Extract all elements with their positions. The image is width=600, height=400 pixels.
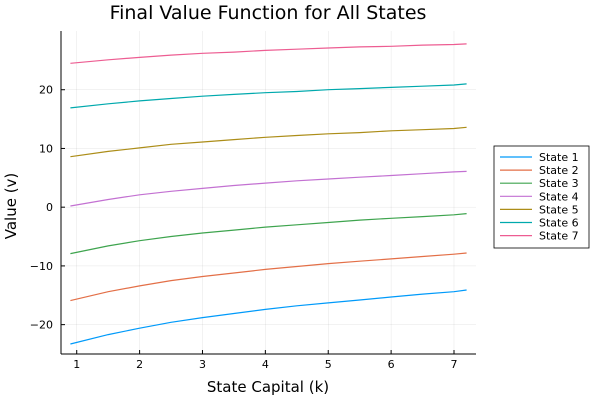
legend-label: State 4 (539, 190, 579, 203)
legend-label: State 2 (539, 164, 579, 177)
series-line-state-4 (70, 170, 467, 207)
series-line-state-2 (70, 252, 467, 302)
series-line-state-7 (70, 43, 467, 64)
x-axis-title: State Capital (k) (207, 378, 329, 396)
series-line-state-5 (70, 126, 467, 158)
legend-label: State 5 (539, 203, 579, 216)
x-tick-label: 3 (199, 358, 206, 371)
y-tick-label: 20 (39, 84, 53, 97)
legend-box (493, 145, 590, 249)
legend-label: State 6 (539, 217, 579, 230)
x-tick-label: 1 (73, 358, 80, 371)
series-line-state-1 (70, 289, 467, 345)
x-tick-label: 7 (450, 358, 457, 371)
x-tick-label: 5 (325, 358, 332, 371)
y-tick-label: 10 (39, 142, 53, 155)
y-axis-title: Value (v) (2, 173, 20, 240)
series-line-state-3 (70, 213, 467, 255)
y-tick-label: 0 (46, 201, 53, 214)
series-line-state-6 (70, 83, 467, 109)
x-tick-label: 4 (262, 358, 269, 371)
y-tick-label: −20 (30, 319, 53, 332)
grid-lines (61, 31, 476, 354)
legend-label: State 1 (539, 151, 579, 164)
tick-labels: 1 2 3 4 5 6 7 −20 −10 0 10 20 (30, 84, 458, 371)
legend-label: State 7 (539, 230, 579, 243)
legend-label: State 3 (539, 177, 579, 190)
y-tick-label: −10 (30, 260, 53, 273)
series-lines (70, 43, 467, 345)
x-tick-label: 2 (136, 358, 143, 371)
chart-title: Final Value Function for All States (110, 2, 427, 24)
x-tick-label: 6 (388, 358, 395, 371)
axes (60, 31, 476, 355)
